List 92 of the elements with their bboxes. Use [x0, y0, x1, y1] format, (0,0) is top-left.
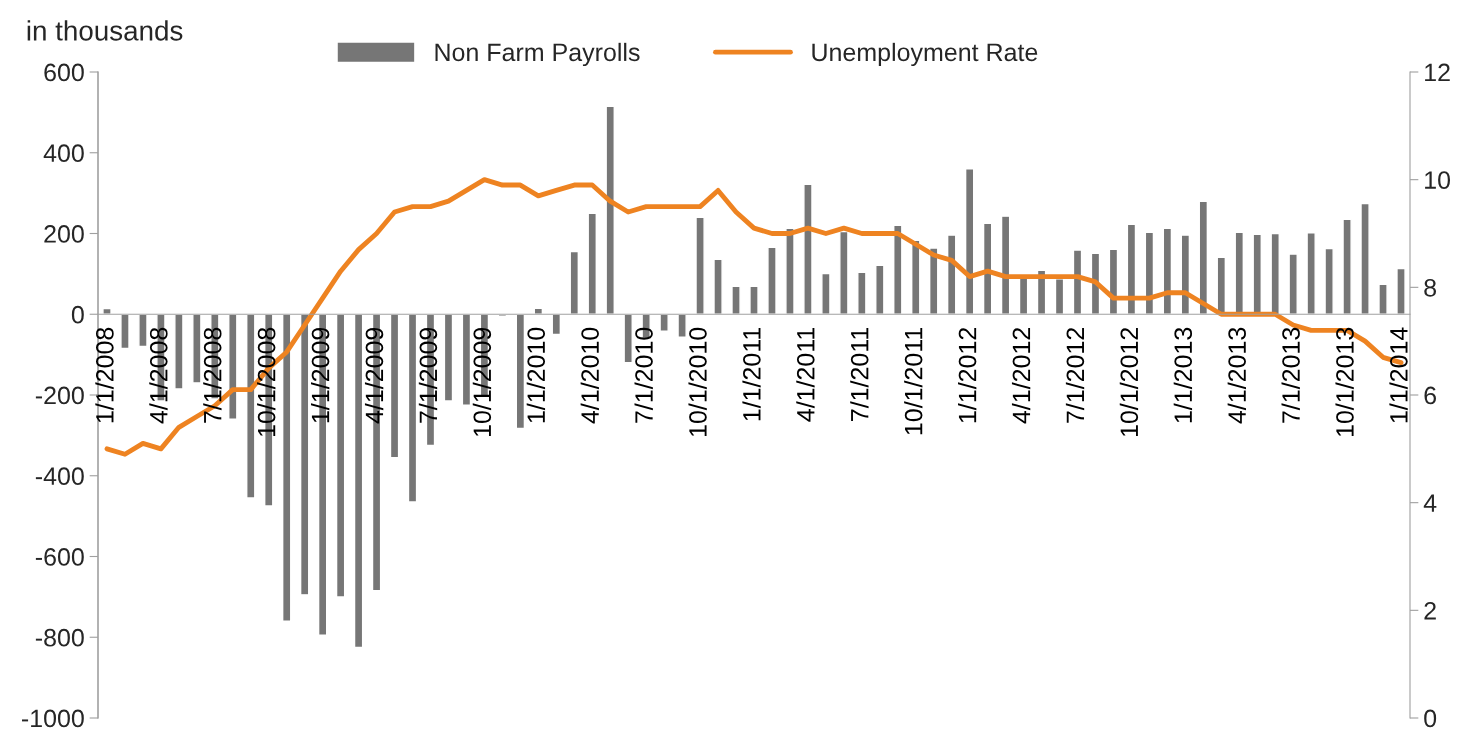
x-tick-label: 10/1/2010	[688, 327, 707, 437]
bar	[407, 313, 418, 503]
y2-tick-label: 6	[1424, 386, 1436, 405]
x-tick-label: 4/1/2009	[364, 327, 384, 424]
bar	[587, 212, 597, 315]
bar	[569, 250, 580, 315]
y2-tick-label: 0	[1424, 709, 1437, 728]
x-tick-label: 7/1/2011	[850, 327, 869, 421]
bar	[677, 313, 687, 338]
x-tick-label: 4/1/2012	[1011, 328, 1031, 424]
bar	[857, 271, 867, 315]
legend-label: Unemployment Rate	[812, 42, 1038, 67]
bar	[1000, 215, 1011, 315]
bar	[893, 224, 903, 315]
bar	[228, 313, 238, 420]
x-tick-label: 1/1/2013	[1173, 327, 1193, 423]
y2-tick-label: 8	[1424, 278, 1437, 297]
bar	[353, 313, 364, 649]
x-tick-label: 4/1/2010	[580, 327, 599, 424]
bar	[1378, 283, 1388, 315]
x-tick-label: 1/1/2010	[526, 327, 546, 423]
bar	[515, 313, 526, 430]
bar	[461, 313, 472, 406]
y-tick-label: -600	[35, 548, 84, 566]
bar	[1288, 253, 1298, 315]
x-tick-label: 4/1/2013	[1227, 327, 1246, 424]
bar	[1324, 247, 1334, 315]
x-tick-label: 1/1/2009	[311, 327, 330, 423]
bar	[731, 285, 741, 315]
y-tick-label: 200	[44, 225, 84, 243]
y2-tick-label: 10	[1425, 171, 1451, 189]
bar	[174, 313, 184, 390]
x-tick-label: 7/1/2012	[1065, 328, 1085, 423]
bar	[695, 216, 705, 315]
x-tick-label: 10/1/2008	[257, 327, 276, 437]
y-tick-label: -400	[35, 467, 84, 486]
x-tick-label: 10/1/2009	[472, 327, 492, 437]
x-tick-label: 1/1/2012	[958, 328, 977, 423]
bar	[713, 258, 723, 315]
bar	[120, 313, 130, 350]
bar	[281, 313, 292, 622]
bar	[605, 105, 615, 315]
bar	[246, 313, 256, 499]
x-tick-label: 1/1/2011	[742, 327, 761, 421]
bar	[803, 183, 813, 315]
y2-tick-label: 4	[1423, 494, 1437, 512]
bar	[1360, 202, 1370, 315]
x-tick-label: 1/1/2014	[1389, 327, 1408, 423]
bar	[1396, 267, 1406, 315]
bar	[821, 272, 831, 315]
bar	[1306, 231, 1316, 315]
bar	[1342, 218, 1352, 315]
bar	[389, 313, 400, 459]
x-tick-label: 7/1/2008	[203, 327, 222, 423]
bar	[1270, 232, 1280, 315]
y-tick-label: 400	[43, 144, 84, 163]
x-tick-label: 7/1/2009	[418, 327, 438, 423]
x-tick-label: 4/1/2011	[796, 327, 815, 422]
bar	[1054, 278, 1065, 315]
bar	[1234, 231, 1244, 315]
bar	[192, 313, 202, 384]
y-tick-label: -800	[35, 628, 84, 647]
y-tick-label: 600	[44, 63, 84, 82]
bar	[659, 313, 669, 332]
bar	[767, 246, 777, 315]
y2-tick-label: 2	[1424, 601, 1436, 620]
y-tick-label: -200	[35, 386, 84, 405]
x-tick-label: 1/1/2008	[95, 327, 114, 423]
bar	[623, 313, 633, 364]
x-tick-label: 7/1/2013	[1281, 327, 1300, 423]
legend-label: Non Farm Payrolls	[435, 42, 640, 67]
y-axis-title: in thousands	[27, 20, 183, 41]
bar	[533, 307, 544, 315]
y-tick-label: 0	[71, 305, 84, 324]
bar	[839, 230, 849, 315]
bar	[785, 227, 795, 315]
bar	[138, 313, 148, 348]
bar	[335, 313, 346, 598]
bar	[964, 168, 975, 315]
bar	[443, 313, 454, 402]
y2-tick-label: 12	[1425, 63, 1450, 82]
x-tick-label: 10/1/2011	[904, 327, 923, 435]
bar	[299, 313, 310, 596]
bar	[875, 264, 885, 315]
x-tick-label: 4/1/2008	[149, 327, 168, 424]
y-tick-label: -1000	[21, 709, 84, 728]
x-tick-label: 10/1/2012	[1119, 327, 1139, 437]
bar	[1252, 233, 1262, 315]
bar	[102, 307, 112, 315]
x-tick-label: 7/1/2010	[634, 327, 653, 423]
bar	[749, 285, 759, 315]
x-tick-label: 10/1/2013	[1335, 327, 1354, 437]
